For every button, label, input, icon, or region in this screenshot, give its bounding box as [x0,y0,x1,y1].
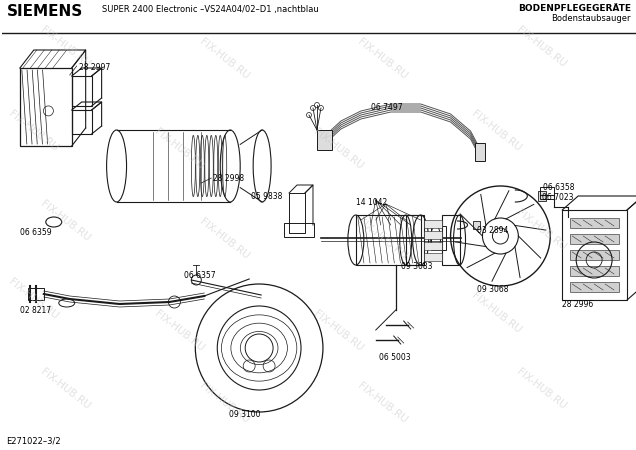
Text: FIX-HUB.RU: FIX-HUB.RU [197,36,251,81]
Text: FIX-HUB.RU: FIX-HUB.RU [153,308,206,353]
Text: FIX-HUB.RU: FIX-HUB.RU [470,108,523,153]
Text: FIX-HUB.RU: FIX-HUB.RU [7,277,60,322]
Text: 05 9838: 05 9838 [251,192,282,201]
Text: FIX-HUB.RU: FIX-HUB.RU [515,25,567,70]
Text: FIX-HUB.RU: FIX-HUB.RU [39,25,92,70]
Bar [424,253,441,261]
Text: FIX-HUB.RU: FIX-HUB.RU [515,367,567,412]
Text: Bodenstaubsauger: Bodenstaubsauger [551,14,631,23]
Text: 06 6357: 06 6357 [184,271,216,280]
Text: FIX-HUB.RU: FIX-HUB.RU [39,367,92,412]
Text: 28 2998: 28 2998 [213,174,244,183]
Bar [473,221,480,229]
Text: BODENPFLEGEGERÄTE: BODENPFLEGEGERÄTE [518,4,631,13]
Text: FIX-HUB.RU: FIX-HUB.RU [39,198,92,243]
Bar [284,223,314,237]
Bar [28,288,44,300]
Bar [431,226,446,250]
Text: FIX-HUB.RU: FIX-HUB.RU [470,290,523,335]
Text: FIX-HUB.RU: FIX-HUB.RU [356,380,409,425]
Bar [541,187,554,199]
Bar [406,215,424,265]
Text: FIX-HUB.RU: FIX-HUB.RU [312,126,364,171]
Bar [289,193,305,233]
Text: FIX-HUB.RU: FIX-HUB.RU [356,216,409,261]
Text: FIX-HUB.RU: FIX-HUB.RU [7,108,60,153]
Text: FIX-HUB.RU: FIX-HUB.RU [515,207,567,252]
Bar [72,110,92,134]
Bar [356,215,420,265]
Bar [570,282,619,292]
Text: FIX-HUB.RU: FIX-HUB.RU [197,216,251,261]
Text: E271022–3/2: E271022–3/2 [6,436,60,445]
Bar [72,76,92,106]
Bar [570,250,619,260]
Bar [20,68,72,146]
Text: 03 2894: 03 2894 [478,226,509,235]
Text: 09 3068: 09 3068 [478,285,509,294]
Text: 09 3083: 09 3083 [401,262,432,271]
Text: 06 7497: 06 7497 [371,103,403,112]
Text: 06 6359: 06 6359 [20,228,52,237]
Text: FIX-HUB.RU: FIX-HUB.RU [356,36,409,81]
Text: 06 6358: 06 6358 [543,183,575,192]
Text: FIX-HUB.RU: FIX-HUB.RU [197,380,251,425]
Text: SIEMENS: SIEMENS [7,4,83,19]
Text: 14 1042: 14 1042 [356,198,387,207]
Bar [424,231,441,239]
Bar [424,220,441,228]
Text: 06 7023: 06 7023 [543,193,574,202]
Text: FIX-HUB.RU: FIX-HUB.RU [153,126,206,171]
Bar [441,215,460,265]
Text: 09 3100: 09 3100 [229,410,261,419]
Text: 02 8217: 02 8217 [20,306,51,315]
Bar [570,218,619,228]
Bar [570,234,619,244]
Bar [562,210,627,300]
Bar [424,242,441,250]
Bar [538,191,546,201]
Bar [570,266,619,276]
Text: 28 2997: 28 2997 [79,63,110,72]
Text: SUPER 2400 Electronic –VS24A04/02–D1 ,nachtblau: SUPER 2400 Electronic –VS24A04/02–D1 ,na… [102,5,319,14]
Bar [317,130,332,150]
Text: 06 5003: 06 5003 [379,353,410,362]
Text: 28 2996: 28 2996 [562,300,593,309]
Text: FIX-HUB.RU: FIX-HUB.RU [312,308,364,353]
Bar [476,143,485,161]
